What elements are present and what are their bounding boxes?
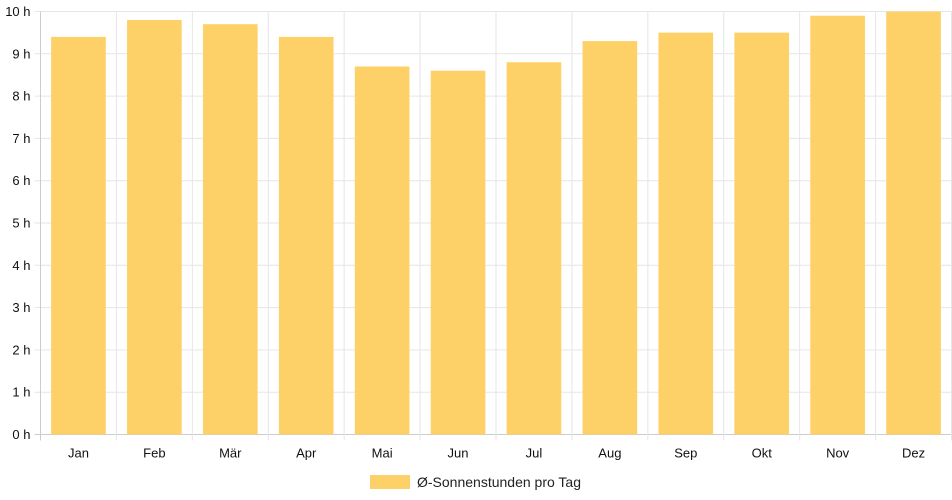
x-tick-label: Jun — [448, 446, 469, 461]
y-tick-label: 1 h — [12, 385, 30, 400]
legend-swatch[interactable] — [370, 475, 410, 489]
bar-jul[interactable] — [506, 62, 562, 435]
y-tick-label: 2 h — [12, 342, 30, 357]
bar-feb[interactable] — [127, 19, 182, 435]
bar-mär[interactable] — [202, 24, 258, 435]
x-tick-label: Mai — [372, 446, 393, 461]
bar-sep[interactable] — [658, 32, 714, 435]
y-tick-label: 5 h — [12, 216, 30, 231]
y-tick-label: 9 h — [12, 46, 30, 61]
bar-okt[interactable] — [734, 32, 790, 435]
x-tick-label: Feb — [143, 446, 165, 461]
grid-layer — [34, 11, 952, 441]
bars-layer — [51, 11, 941, 435]
y-tick-label: 3 h — [12, 300, 30, 315]
x-tick-label: Aug — [598, 446, 621, 461]
x-tick-label: Jul — [526, 446, 543, 461]
bar-dez[interactable] — [886, 11, 941, 435]
y-tick-label: 8 h — [12, 89, 30, 104]
x-tick-label: Nov — [826, 446, 850, 461]
x-tick-label: Sep — [674, 446, 697, 461]
legend-label[interactable]: Ø-Sonnenstunden pro Tag — [417, 474, 581, 490]
bar-aug[interactable] — [582, 41, 638, 435]
bar-apr[interactable] — [278, 36, 334, 435]
bar-jun[interactable] — [430, 70, 486, 435]
x-tick-label: Apr — [296, 446, 317, 461]
y-tick-label: 10 h — [5, 4, 30, 19]
x-tick-label: Dez — [902, 446, 925, 461]
y-tick-label: 6 h — [12, 173, 30, 188]
y-tick-label: 0 h — [12, 427, 30, 442]
x-tick-label: Jan — [68, 446, 89, 461]
bar-nov[interactable] — [810, 15, 865, 435]
y-tick-label: 4 h — [12, 258, 30, 273]
bar-jan[interactable] — [51, 36, 106, 435]
x-tick-label: Okt — [752, 446, 773, 461]
x-tick-label: Mär — [219, 446, 242, 461]
y-tick-label: 7 h — [12, 131, 30, 146]
bar-mai[interactable] — [354, 66, 410, 435]
axis-layer: 0 h 1 h 2 h 3 h 4 h 5 h 6 h 7 h 8 h 9 h 10 h Jan Feb… — [5, 4, 925, 461]
legend[interactable]: Ø-Sonnenstunden pro Tag — [370, 474, 581, 490]
